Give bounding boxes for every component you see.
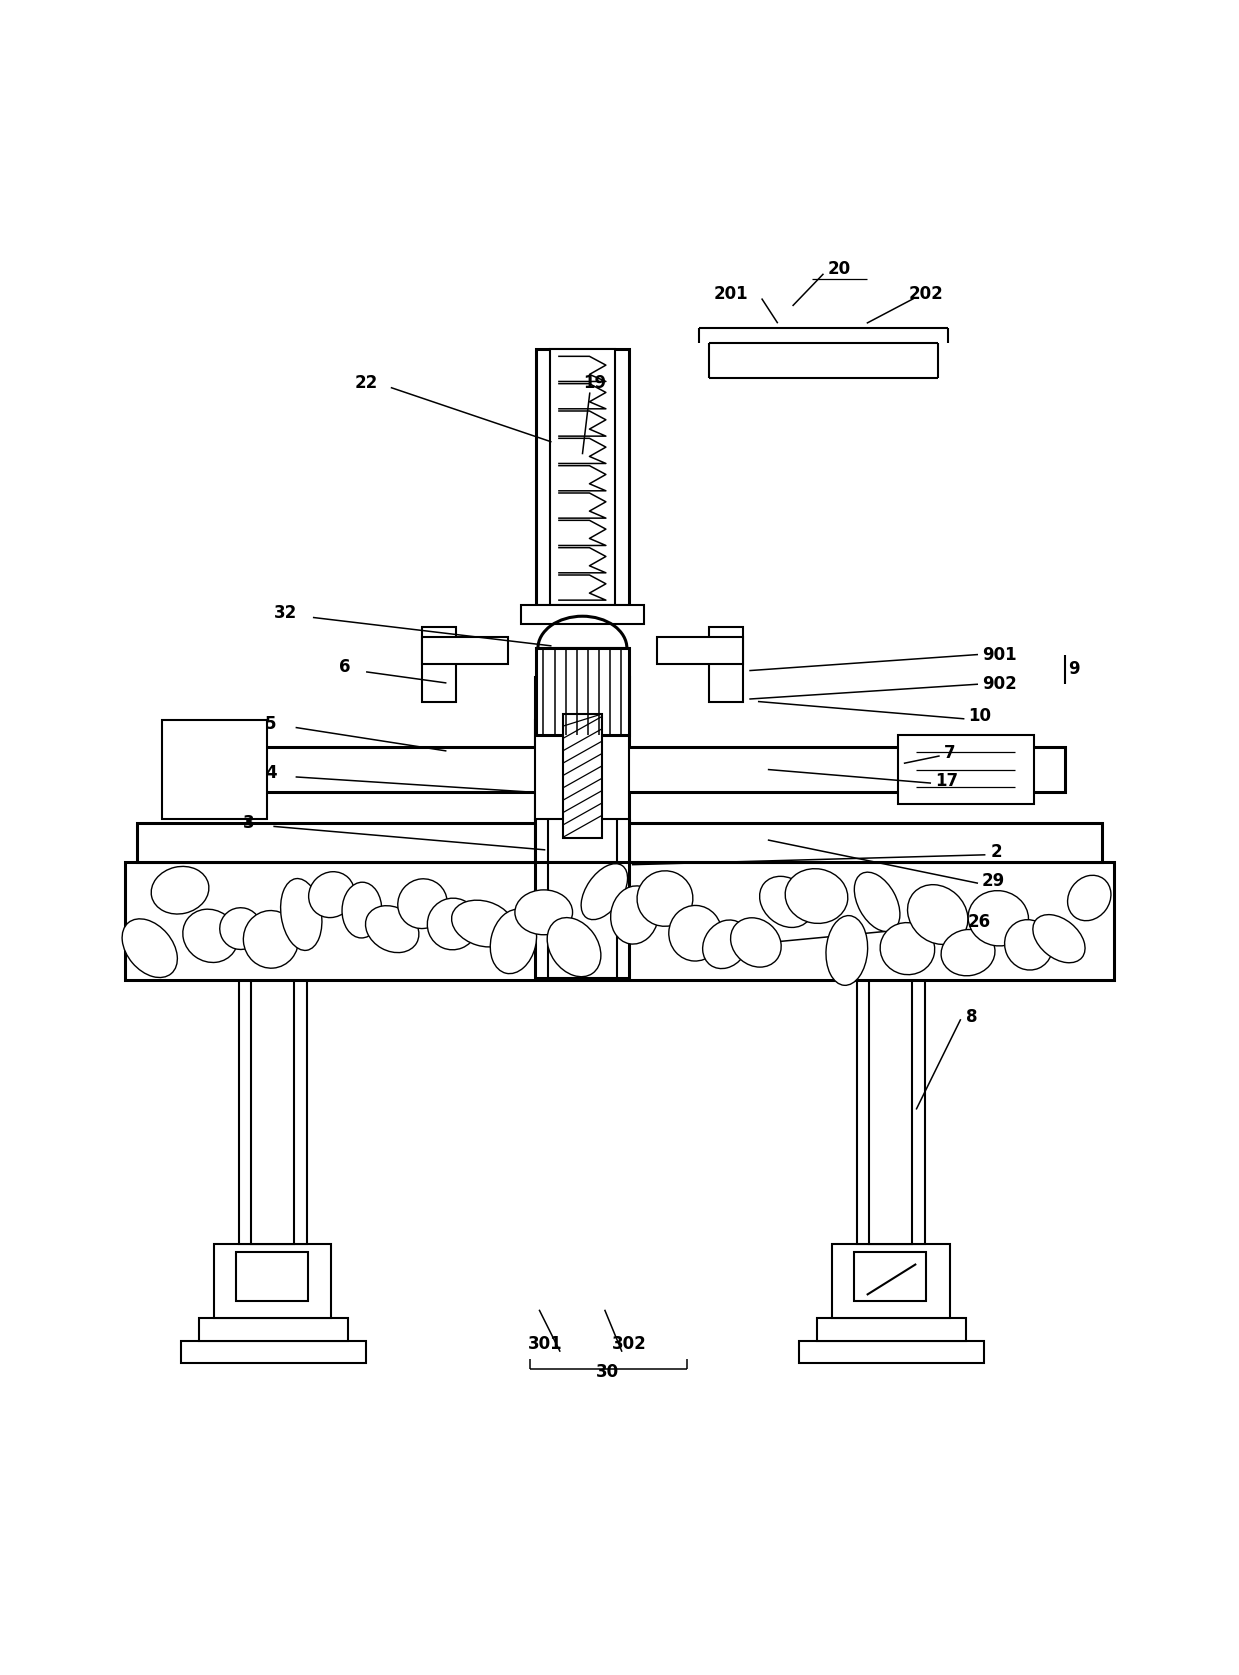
Bar — [833, 1245, 949, 1318]
Ellipse shape — [183, 910, 238, 963]
Text: 32: 32 — [274, 603, 297, 621]
Ellipse shape — [548, 918, 601, 977]
Text: 5: 5 — [265, 715, 276, 732]
Bar — [799, 1340, 984, 1363]
Ellipse shape — [907, 884, 968, 945]
Bar — [162, 720, 268, 819]
Bar — [870, 978, 912, 1245]
Ellipse shape — [968, 891, 1028, 946]
Ellipse shape — [1005, 920, 1053, 970]
Ellipse shape — [398, 879, 447, 928]
Bar — [181, 1340, 366, 1363]
Bar — [536, 348, 628, 605]
Bar — [709, 628, 743, 702]
Bar — [199, 1318, 347, 1340]
Bar — [239, 978, 307, 1245]
Ellipse shape — [703, 920, 748, 968]
Ellipse shape — [637, 871, 693, 926]
Bar — [520, 605, 644, 623]
Bar — [657, 636, 743, 665]
Bar — [857, 978, 924, 1245]
Text: 29: 29 — [981, 871, 1005, 889]
Text: 202: 202 — [908, 285, 943, 303]
Ellipse shape — [151, 866, 209, 915]
Bar — [563, 714, 602, 838]
Bar — [536, 648, 628, 735]
Ellipse shape — [786, 869, 847, 923]
Bar — [535, 677, 629, 863]
Ellipse shape — [243, 911, 299, 968]
Text: 9: 9 — [1068, 660, 1080, 678]
Ellipse shape — [123, 920, 177, 978]
Text: 901: 901 — [981, 645, 1016, 663]
Bar — [818, 1318, 965, 1340]
Bar — [237, 1251, 309, 1301]
Ellipse shape — [280, 879, 322, 950]
Ellipse shape — [427, 898, 478, 950]
Ellipse shape — [942, 930, 995, 977]
Ellipse shape — [880, 923, 934, 975]
Ellipse shape — [669, 906, 722, 961]
Text: 902: 902 — [981, 675, 1016, 693]
Ellipse shape — [1033, 915, 1085, 963]
Bar — [125, 863, 1114, 980]
Bar — [421, 628, 456, 702]
Text: 201: 201 — [714, 285, 748, 303]
Ellipse shape — [731, 918, 781, 966]
Text: 26: 26 — [968, 913, 991, 931]
Ellipse shape — [855, 873, 900, 931]
Ellipse shape — [342, 883, 382, 938]
Ellipse shape — [581, 864, 627, 920]
Ellipse shape — [611, 886, 659, 945]
Text: 4: 4 — [265, 764, 276, 782]
Ellipse shape — [366, 906, 419, 953]
Ellipse shape — [1068, 876, 1111, 921]
Text: 7: 7 — [943, 744, 955, 762]
Text: 3: 3 — [243, 814, 254, 832]
Bar — [548, 821, 617, 978]
Bar — [535, 821, 629, 978]
Bar — [175, 747, 1064, 792]
Bar — [548, 677, 617, 863]
Ellipse shape — [826, 916, 867, 985]
Ellipse shape — [219, 908, 261, 950]
Bar — [421, 636, 508, 665]
Bar — [252, 978, 295, 1245]
Text: 19: 19 — [584, 374, 606, 392]
Bar — [855, 1251, 926, 1301]
Text: 22: 22 — [354, 374, 378, 392]
Bar — [535, 720, 629, 819]
Bar — [897, 735, 1033, 804]
Text: 302: 302 — [612, 1335, 647, 1353]
Ellipse shape — [760, 876, 813, 928]
Text: 30: 30 — [596, 1362, 618, 1380]
Text: 8: 8 — [965, 1008, 978, 1025]
Bar — [214, 1245, 332, 1318]
Text: 17: 17 — [934, 772, 958, 789]
Text: 20: 20 — [828, 260, 851, 278]
Bar — [138, 822, 1101, 863]
Text: 6: 6 — [339, 658, 351, 677]
Bar — [550, 348, 615, 605]
Ellipse shape — [515, 889, 572, 935]
Ellipse shape — [491, 910, 536, 973]
Text: 2: 2 — [990, 843, 1002, 861]
Ellipse shape — [451, 899, 514, 946]
Text: 301: 301 — [528, 1335, 563, 1353]
Text: 10: 10 — [968, 707, 991, 725]
Ellipse shape — [309, 871, 354, 918]
